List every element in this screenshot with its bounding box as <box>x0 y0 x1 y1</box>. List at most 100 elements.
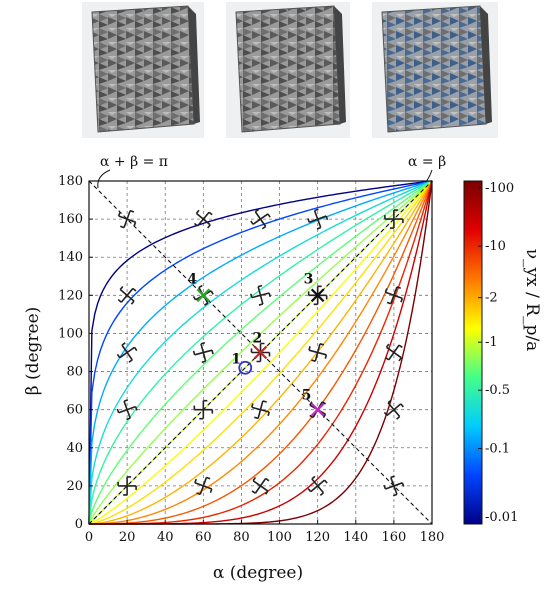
colorbar: -100 -10 -2 -1 -0.5 -0.1 -0.01 <box>463 180 518 525</box>
structure-glyph <box>383 399 404 420</box>
point-label-4: 4 <box>187 271 197 287</box>
point-marker-2 <box>253 345 268 360</box>
structure-glyph <box>192 341 214 364</box>
structure-glyph-path <box>249 284 272 306</box>
structure-glyph-path <box>384 343 403 362</box>
contour-line <box>88 180 433 525</box>
x-axis-title: α (degree) <box>213 563 303 583</box>
y-tick-label: 180 <box>58 174 83 189</box>
point-marker-5 <box>310 402 325 417</box>
contour-line <box>88 180 433 525</box>
x-tick-label: 140 <box>343 530 368 545</box>
y-axis-title: β (degree) <box>23 307 43 396</box>
colorbar-gradient <box>463 180 483 525</box>
structure-glyph-path <box>117 209 137 229</box>
structure-glyph <box>117 209 137 229</box>
colorbar-tick-label: -0.1 <box>485 442 510 457</box>
contour-line <box>88 180 433 525</box>
point-marker-1 <box>238 360 253 375</box>
colorbar-tick-label: -10 <box>485 239 506 254</box>
diagonal-line <box>88 180 433 525</box>
colorbar-tick-label: -2 <box>485 291 498 306</box>
x-tick-label: 40 <box>157 530 174 545</box>
x-tick-label: 60 <box>195 530 212 545</box>
structure-glyph-path <box>384 286 404 305</box>
structure-glyph-path <box>307 475 328 496</box>
structure-glyph-path <box>383 475 405 497</box>
structure-glyph-path <box>384 209 404 229</box>
y-tick-label: 140 <box>58 250 83 265</box>
x-tick-label: 100 <box>267 530 292 545</box>
structure-render-1 <box>82 2 204 138</box>
structure-render-3 <box>372 2 498 138</box>
contour-line <box>88 180 433 525</box>
structure-glyph <box>308 343 328 362</box>
x-tick-label: 180 <box>420 530 445 545</box>
annotation-anti-diagonal: α + β = π <box>100 154 168 170</box>
structure-glyph-path <box>250 208 271 230</box>
y-tick-label: 100 <box>58 326 83 341</box>
x-tick-label: 160 <box>381 530 406 545</box>
y-tick-label: 120 <box>58 288 83 303</box>
structure-glyph <box>194 476 213 496</box>
structure-glyph-path <box>308 343 328 362</box>
colorbar-tick-label: -100 <box>485 181 514 196</box>
y-tick-label: 40 <box>66 441 83 456</box>
anti-diagonal-line <box>88 180 433 525</box>
x-tick-label: 20 <box>119 530 136 545</box>
x-tick-label: 80 <box>233 530 250 545</box>
structure-glyph-path <box>251 400 270 420</box>
structure-render-2 <box>226 2 350 138</box>
contour-line <box>88 180 433 525</box>
annotation-diagonal: α = β <box>408 154 446 170</box>
y-tick-label: 80 <box>66 365 83 380</box>
structure-glyph <box>383 475 405 497</box>
y-tick-label: 160 <box>58 212 83 227</box>
point-label-3: 3 <box>304 271 314 287</box>
contour-line <box>88 180 433 525</box>
plot-area: 12 3 4 5 0 20 40 60 80 100 120 140 160 180 0 20 40 60 80 10… <box>58 174 444 545</box>
structure-glyph-path <box>116 342 138 363</box>
point-label-1: 1 <box>231 352 241 368</box>
structure-glyph <box>117 476 137 496</box>
y-tick-label: 0 <box>75 517 83 532</box>
structure-glyph <box>116 342 138 363</box>
point-label-5: 5 <box>302 388 312 404</box>
structure-glyph <box>251 400 270 420</box>
contour-line <box>88 180 433 525</box>
colorbar-tick-label: -1 <box>485 335 498 350</box>
structure-glyph-path <box>194 476 213 496</box>
structure-glyph <box>193 209 213 229</box>
x-tick-label: 0 <box>85 530 93 545</box>
structure-glyph-path <box>117 285 137 305</box>
y-tick-label: 20 <box>66 479 83 494</box>
colorbar-label: ν_yx / R_p/a <box>522 249 542 352</box>
annotation-diagonal-leader <box>425 169 433 183</box>
contour-line <box>88 180 433 525</box>
structure-glyph <box>384 343 403 362</box>
structure-glyph-path <box>251 476 270 495</box>
point-marker-4 <box>196 288 211 303</box>
contour-line <box>88 180 433 525</box>
structure-glyph <box>251 476 270 495</box>
contour-line <box>89 180 433 525</box>
structure-glyph <box>117 285 137 305</box>
point-marker-3 <box>310 288 325 303</box>
contour-line <box>88 180 433 525</box>
structure-glyph <box>250 208 271 230</box>
y-tick-label: 60 <box>66 403 83 418</box>
structure-glyph <box>116 399 138 421</box>
structure-glyph-path <box>193 209 213 229</box>
structure-glyph-path <box>116 399 138 421</box>
structure-glyph <box>307 475 328 496</box>
colorbar-tick-label: -0.01 <box>485 510 518 525</box>
colorbar-tick-label: -0.5 <box>485 383 510 398</box>
structure-glyph-path <box>307 208 329 230</box>
x-tick-label: 120 <box>305 530 330 545</box>
annotation-anti-diagonal-leader <box>97 169 111 189</box>
structure-glyph-path <box>117 476 137 496</box>
structure-glyph <box>307 208 329 230</box>
structure-glyph-path <box>383 399 404 420</box>
structure-glyph-path <box>192 341 214 364</box>
